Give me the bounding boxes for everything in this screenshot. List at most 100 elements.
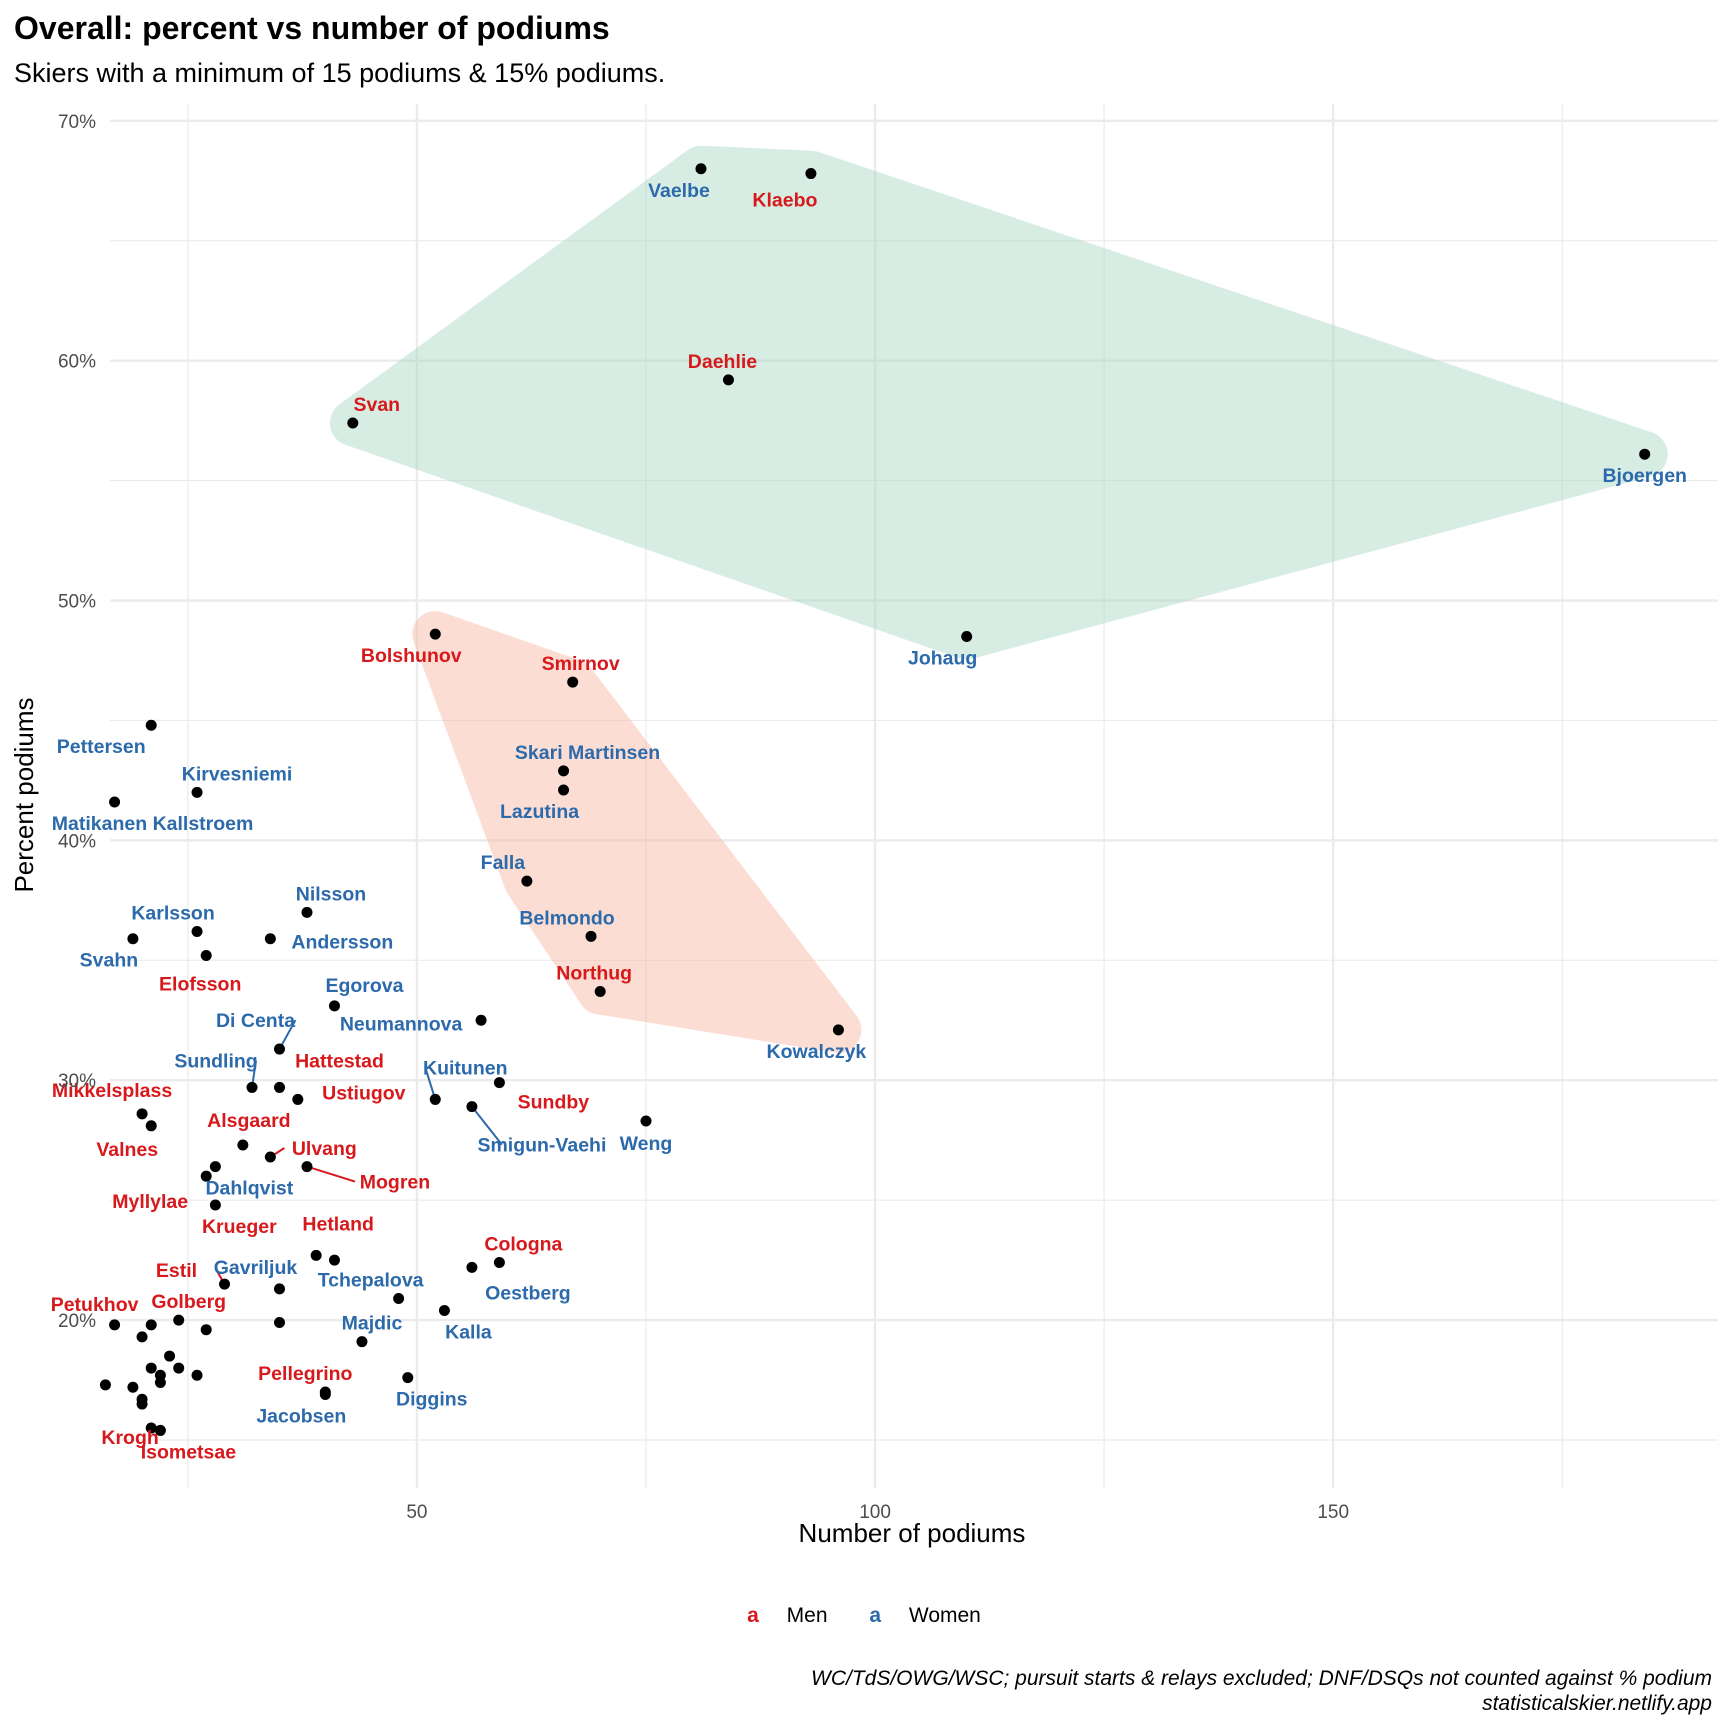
y-tick-label: 30%	[58, 1071, 96, 1092]
y-tick-label: 50%	[58, 592, 96, 613]
hull-area-2	[412, 611, 862, 1053]
point-unlabeled	[328, 1254, 340, 1266]
point-vaelbe	[695, 163, 707, 175]
point-golberg	[173, 1314, 185, 1326]
legend-key-men: a	[747, 1604, 759, 1627]
point-label: Falla	[481, 852, 526, 874]
point-diggins	[402, 1372, 414, 1384]
point-elofsson	[200, 950, 212, 962]
point-lazutina	[558, 784, 570, 796]
point-label: Bjoergen	[1602, 465, 1687, 487]
point-klaebo	[805, 168, 817, 180]
point-label: Mogren	[360, 1172, 430, 1194]
point-alsgaard	[237, 1139, 249, 1151]
point-svan	[347, 417, 359, 429]
point-label: Dahlqvist	[205, 1178, 293, 1200]
chart-title: Overall: percent vs number of podiums	[14, 10, 610, 46]
point-label: Klaebo	[752, 190, 817, 212]
point-johaug	[961, 630, 973, 642]
point-label: Estil	[156, 1260, 197, 1282]
data-points	[99, 163, 1651, 1436]
point-daehlie	[722, 374, 734, 386]
point-sundby	[493, 1077, 505, 1089]
axes: Number of podiums Percent podiums 50 100 1…	[9, 112, 1349, 1548]
point-kalla	[438, 1305, 450, 1317]
point-label: Gavriljuk	[214, 1257, 298, 1279]
point-myllylae	[200, 1170, 212, 1182]
point-label: Karlsson	[131, 903, 214, 925]
point-northug	[594, 985, 606, 997]
point-label: Lazutina	[500, 801, 579, 823]
scatter-plot: Vaelbe Klaebo Daehlie Svan Bjoergen Bolshunov…	[9, 104, 1718, 1548]
y-tick-label: 40%	[58, 831, 96, 852]
point-label: Nilsson	[296, 883, 366, 905]
point-label: Bolshunov	[361, 645, 462, 667]
point-valnes	[145, 1120, 157, 1132]
point-unlabeled	[200, 1324, 212, 1336]
point-label: Kirvesniemi	[182, 763, 293, 785]
point-matikanen-kallstroem	[109, 796, 121, 808]
point-smirnov	[567, 676, 579, 688]
grid-lines	[110, 104, 1718, 1488]
legend: a Men a Women	[0, 1604, 1728, 1628]
point-label: Hetland	[302, 1213, 374, 1235]
point-label: Northug	[556, 962, 632, 984]
point-falla	[521, 875, 533, 887]
point-tchepalova	[393, 1293, 405, 1305]
point-belmondo	[585, 930, 597, 942]
point-label: Pettersen	[57, 736, 146, 758]
x-axis-title: Number of podiums	[799, 1518, 1026, 1548]
point-unlabeled	[154, 1376, 166, 1388]
point-label: Elofsson	[159, 974, 241, 996]
point-label: Krogh	[101, 1427, 158, 1449]
point-jacobsen	[319, 1388, 331, 1400]
point-unlabeled	[145, 1422, 157, 1434]
point-label: Sundby	[518, 1092, 590, 1114]
point-kuitunen	[429, 1093, 441, 1105]
point-petukhov	[109, 1319, 121, 1331]
point-label: Jacobsen	[256, 1405, 346, 1427]
point-label: Majdic	[342, 1313, 403, 1335]
point-unlabeled	[164, 1350, 176, 1362]
y-axis-title: Percent podiums	[9, 697, 39, 892]
hull-areas	[329, 145, 1668, 1053]
chart-subtitle: Skiers with a minimum of 15 podiums & 15…	[14, 58, 666, 88]
point-ulvang	[264, 1151, 276, 1163]
point-label: Belmondo	[519, 907, 614, 929]
point-label: Egorova	[325, 975, 403, 997]
point-label: Valnes	[96, 1139, 158, 1161]
point-kowalczyk	[832, 1024, 844, 1036]
leader-line	[278, 1019, 297, 1050]
point-unlabeled	[136, 1331, 148, 1343]
point-label: Johaug	[908, 647, 977, 669]
point-label: Skari Martinsen	[515, 742, 660, 764]
x-tick-label: 100	[859, 1502, 891, 1523]
leader-line	[471, 1106, 503, 1146]
point-label: Petukhov	[51, 1294, 139, 1316]
point-estil	[219, 1278, 231, 1290]
caption: WC/TdS/OWG/WSC; pursuit starts & relays …	[811, 1666, 1712, 1716]
point-label: Vaelbe	[648, 180, 710, 202]
point-weng	[640, 1115, 652, 1127]
point-label: Kalla	[445, 1322, 492, 1344]
point-di-centa	[274, 1043, 286, 1055]
point-krueger	[209, 1199, 221, 1211]
point-label: Oestberg	[485, 1282, 571, 1304]
leader-line	[424, 1067, 437, 1100]
point-bolshunov	[429, 628, 441, 640]
y-tick-label: 20%	[58, 1311, 96, 1332]
point-label: Sundling	[174, 1050, 257, 1072]
legend-item-women: a Women	[869, 1604, 981, 1628]
point-unlabeled	[173, 1362, 185, 1374]
point-isometsae	[154, 1424, 166, 1436]
point-label: Alsgaard	[207, 1110, 290, 1132]
leader-line	[306, 1165, 356, 1183]
legend-key-women: a	[869, 1604, 882, 1627]
point-label: Pellegrino	[258, 1363, 352, 1385]
point-label: Krueger	[202, 1216, 277, 1238]
point-krogh	[136, 1398, 148, 1410]
point-mogren	[301, 1161, 313, 1173]
point-label: Diggins	[396, 1389, 468, 1411]
point-dahlqvist	[209, 1161, 221, 1173]
point-label: Tchepalova	[318, 1270, 424, 1292]
